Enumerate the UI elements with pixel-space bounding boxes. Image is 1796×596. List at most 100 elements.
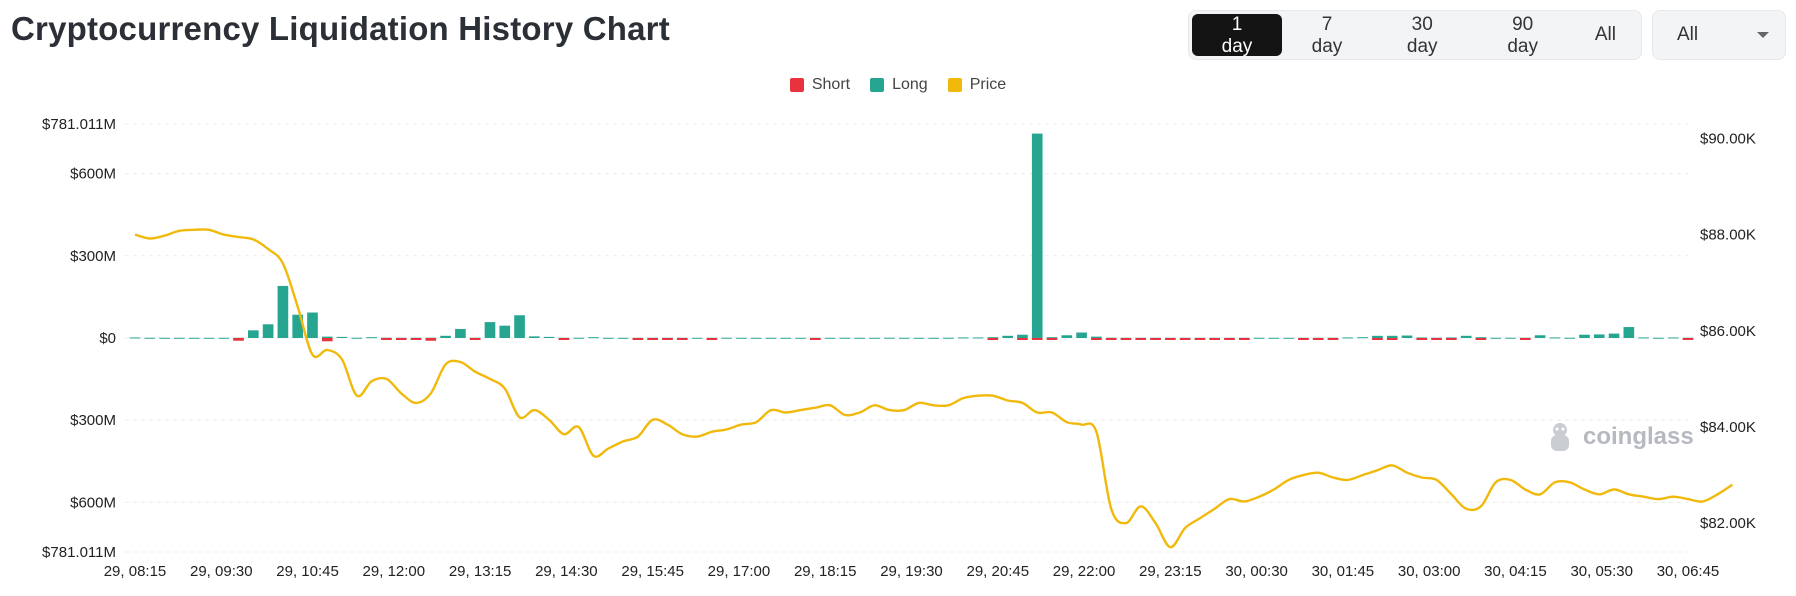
x-tick-label: 29, 10:45: [276, 563, 339, 580]
long-bar: [1475, 337, 1487, 339]
long-bar: [262, 324, 274, 338]
long-bar: [1534, 335, 1546, 338]
long-bar: [499, 325, 511, 338]
y-right-tick-label: $84.00K: [1700, 419, 1756, 436]
long-bar: [1002, 335, 1013, 338]
x-tick-label: 29, 08:15: [104, 563, 167, 580]
range-button-90-day[interactable]: 90 day: [1472, 14, 1572, 57]
x-tick-label: 29, 12:00: [363, 563, 426, 580]
watermark-text: coinglass: [1583, 423, 1694, 450]
long-bar: [1608, 333, 1620, 338]
x-tick-label: 30, 04:15: [1484, 563, 1547, 580]
long-bar: [750, 337, 762, 339]
long-bar: [1460, 335, 1472, 338]
long-bar: [514, 315, 525, 338]
long-bar: [1017, 334, 1028, 338]
long-bar: [898, 337, 910, 339]
long-bar: [366, 337, 377, 339]
short-bar: [706, 338, 718, 340]
long-bar: [543, 336, 555, 338]
short-bar: [1150, 338, 1161, 340]
long-bar: [972, 337, 984, 339]
short-bar: [1475, 338, 1487, 340]
long-bar: [1283, 337, 1294, 339]
long-bar: [159, 337, 170, 339]
short-bar: [1519, 338, 1531, 340]
long-bar: [1386, 335, 1398, 338]
long-bar: [1091, 336, 1102, 338]
chart-legend: Short Long Price: [0, 76, 1796, 94]
short-bar: [321, 338, 333, 342]
price-swatch-icon: [947, 78, 962, 92]
short-bar: [1179, 338, 1191, 340]
x-tick-label: 30, 01:45: [1312, 563, 1375, 580]
long-bar: [188, 337, 200, 339]
short-bar: [395, 338, 407, 340]
y-left-tick-label: $300M: [70, 248, 116, 265]
short-bar: [1017, 338, 1028, 340]
short-bar: [632, 338, 644, 340]
short-bar: [676, 338, 688, 340]
legend-label-short: Short: [811, 76, 851, 93]
x-tick-label: 29, 17:00: [708, 563, 771, 580]
short-bar: [647, 338, 658, 340]
long-bar: [440, 335, 451, 338]
long-bar: [1268, 337, 1280, 339]
long-bar: [144, 337, 156, 339]
long-bar: [1446, 337, 1457, 339]
long-bar: [721, 337, 732, 339]
x-tick-label: 29, 14:30: [535, 563, 598, 580]
long-bar: [1549, 337, 1561, 339]
x-tick-label: 30, 00:30: [1225, 563, 1288, 580]
range-button-all[interactable]: All: [1573, 14, 1638, 56]
long-bar: [307, 312, 318, 338]
range-button-1-day[interactable]: 1 day: [1192, 14, 1282, 57]
long-bar: [203, 337, 215, 339]
short-bar: [1105, 338, 1117, 340]
x-tick-label: 29, 09:30: [190, 563, 253, 580]
long-bar: [247, 330, 259, 338]
long-bar: [1653, 337, 1664, 339]
short-bar: [810, 338, 821, 340]
long-bar: [1579, 334, 1590, 338]
range-button-7-day[interactable]: 7 day: [1282, 14, 1372, 57]
short-bar: [1046, 338, 1058, 340]
long-bar: [218, 337, 230, 339]
x-tick-label: 30, 06:45: [1657, 563, 1720, 580]
short-swatch-icon: [789, 78, 804, 92]
short-bar: [425, 338, 437, 341]
long-bar: [351, 337, 363, 339]
long-bar: [174, 337, 185, 339]
long-bar: [1505, 337, 1516, 339]
long-bar: [691, 337, 703, 339]
time-range-selector: 1 day 7 day 30 day 90 day All: [1188, 10, 1642, 60]
long-bar: [129, 337, 141, 339]
price-line: [134, 228, 1734, 549]
long-bar: [1076, 332, 1087, 338]
y-right-tick-label: $86.00K: [1700, 323, 1756, 340]
x-tick-label: 29, 13:15: [449, 563, 512, 580]
y-right-tick-label: $90.00K: [1700, 130, 1756, 147]
short-bar: [1224, 338, 1235, 340]
legend-item-price[interactable]: Price: [947, 76, 1006, 94]
y-left-tick-label: $0: [99, 330, 116, 347]
long-bar: [1357, 337, 1368, 339]
long-bar: [987, 337, 999, 339]
short-bar: [1135, 338, 1147, 340]
legend-item-long[interactable]: Long: [870, 76, 928, 94]
long-bar: [1061, 335, 1073, 338]
short-bar: [233, 338, 244, 341]
long-bar: [913, 337, 925, 339]
y-left-tick-label: $781.011M: [42, 116, 116, 133]
long-bar: [573, 337, 585, 339]
range-button-30-day[interactable]: 30 day: [1372, 14, 1472, 57]
y-right-tick-label: $88.00K: [1700, 227, 1756, 244]
exchange-select[interactable]: All: [1652, 10, 1786, 60]
short-bar: [1165, 338, 1176, 340]
long-swatch-icon: [870, 78, 885, 92]
long-bar: [1623, 327, 1635, 338]
legend-item-short[interactable]: Short: [789, 76, 851, 94]
long-bar: [736, 337, 747, 339]
short-bar: [381, 338, 392, 340]
